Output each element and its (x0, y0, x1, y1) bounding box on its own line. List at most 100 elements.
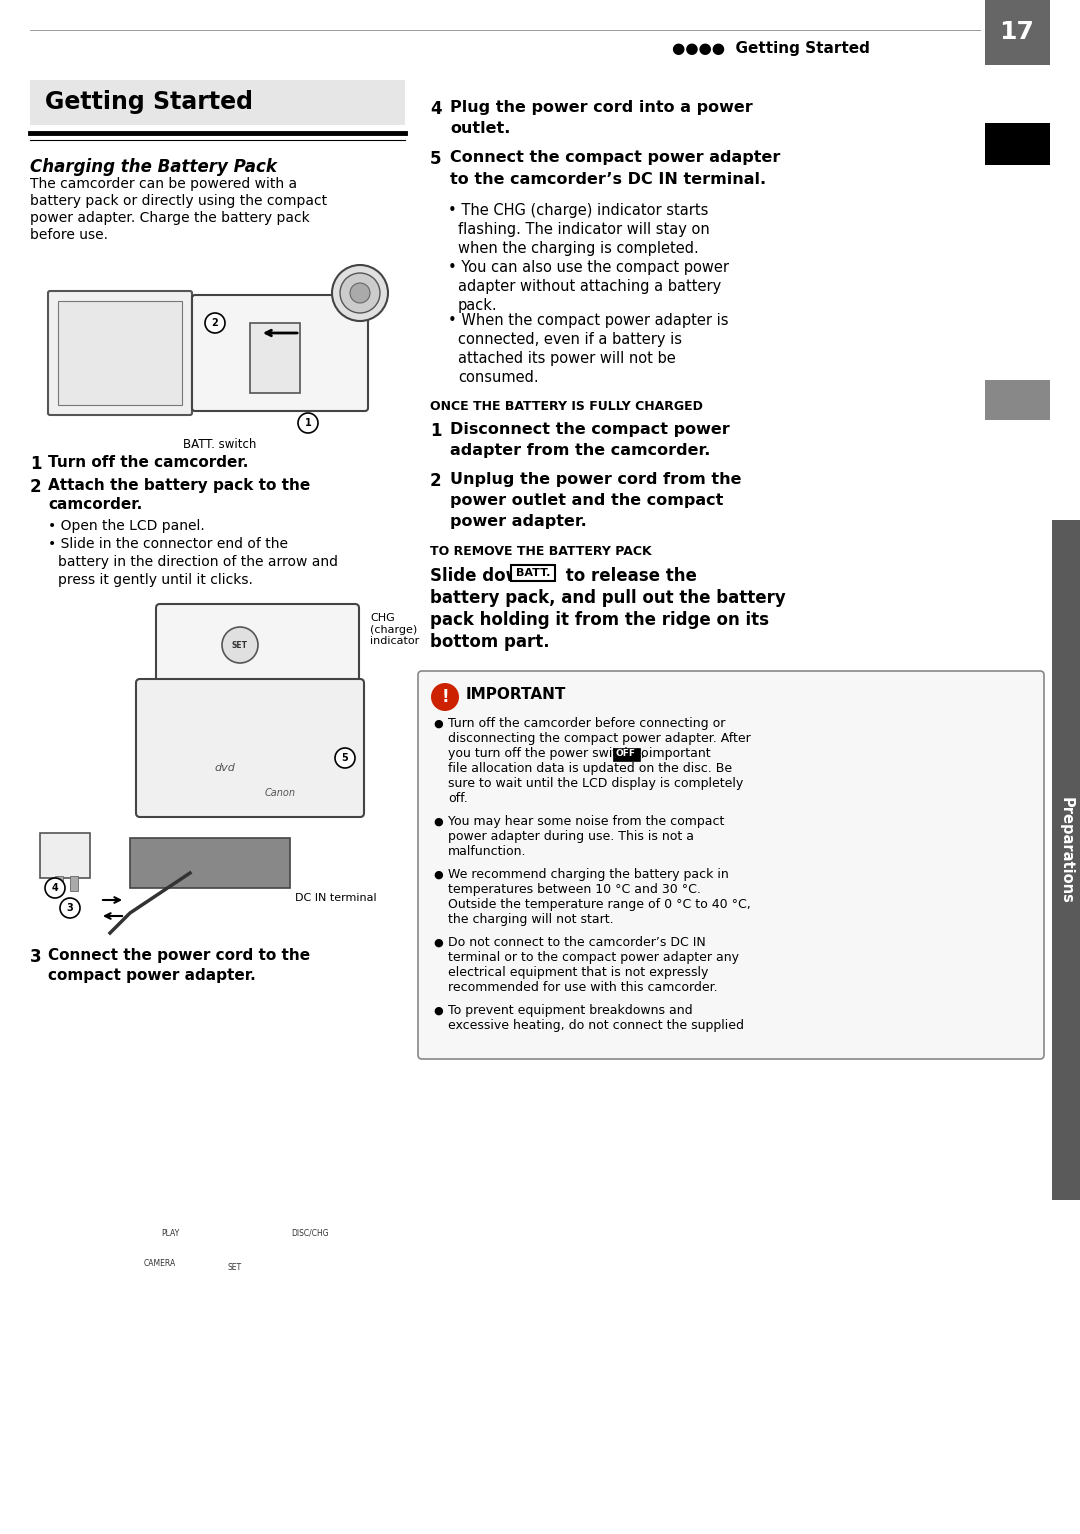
FancyBboxPatch shape (511, 565, 555, 581)
Text: • The CHG (charge) indicator starts: • The CHG (charge) indicator starts (448, 202, 708, 218)
Text: attached its power will not be: attached its power will not be (458, 351, 676, 367)
Text: BATT.: BATT. (516, 568, 550, 578)
Text: file allocation data is updated on the disc. Be: file allocation data is updated on the d… (448, 762, 732, 775)
Text: recommended for use with this camcorder.: recommended for use with this camcorder. (448, 982, 717, 994)
Text: 4: 4 (52, 884, 58, 893)
Text: flashing. The indicator will stay on: flashing. The indicator will stay on (458, 222, 710, 236)
Text: !: ! (442, 689, 449, 706)
Text: You may hear some noise from the compact: You may hear some noise from the compact (448, 815, 725, 828)
Bar (30, 80, 405, 124)
Text: disconnecting the compact power adapter. After: disconnecting the compact power adapter.… (448, 732, 751, 746)
Text: 1: 1 (305, 417, 311, 428)
Text: , important: , important (642, 747, 711, 759)
Text: 5: 5 (341, 753, 349, 762)
FancyBboxPatch shape (48, 291, 192, 416)
Text: Do not connect to the camcorder’s DC IN: Do not connect to the camcorder’s DC IN (448, 936, 705, 950)
Text: The camcorder can be powered with a: The camcorder can be powered with a (30, 176, 297, 192)
Text: • You can also use the compact power: • You can also use the compact power (448, 259, 729, 275)
Text: Outside the temperature range of 0 °C to 40 °C,: Outside the temperature range of 0 °C to… (448, 897, 751, 911)
Text: 2: 2 (430, 472, 442, 489)
Circle shape (335, 749, 355, 769)
Text: Canon: Canon (265, 788, 296, 798)
Text: • Open the LCD panel.: • Open the LCD panel. (48, 518, 205, 532)
Text: adapter from the camcorder.: adapter from the camcorder. (450, 443, 711, 459)
Text: temperatures between 10 °C and 30 °C.: temperatures between 10 °C and 30 °C. (448, 884, 701, 896)
Text: 5: 5 (430, 150, 442, 169)
Text: SET: SET (232, 641, 248, 649)
Text: To prevent equipment breakdowns and: To prevent equipment breakdowns and (448, 1003, 692, 1017)
Text: when the charging is completed.: when the charging is completed. (458, 241, 699, 256)
Text: you turn off the power switch to: you turn off the power switch to (448, 747, 652, 759)
Text: malfunction.: malfunction. (448, 845, 527, 858)
Text: 4: 4 (430, 100, 442, 118)
Text: CAMERA: CAMERA (144, 1258, 176, 1267)
Text: to the camcorder’s DC IN terminal.: to the camcorder’s DC IN terminal. (450, 172, 766, 187)
Text: Charging the Battery Pack: Charging the Battery Pack (30, 158, 276, 176)
Text: Connect the power cord to the: Connect the power cord to the (48, 948, 310, 963)
Text: battery pack or directly using the compact: battery pack or directly using the compa… (30, 193, 327, 209)
Text: OFF: OFF (616, 750, 636, 758)
FancyBboxPatch shape (418, 670, 1044, 1058)
Bar (1052, 520, 1080, 1200)
Text: Turn off the camcorder.: Turn off the camcorder. (48, 456, 248, 469)
Text: IMPORTANT: IMPORTANT (465, 687, 566, 703)
FancyBboxPatch shape (192, 295, 368, 411)
Bar (58, 301, 183, 405)
Text: electrical equipment that is not expressly: electrical equipment that is not express… (448, 966, 708, 979)
Text: off.: off. (448, 792, 468, 805)
Text: PLAY: PLAY (161, 1229, 179, 1238)
Text: power adapter. Charge the battery pack: power adapter. Charge the battery pack (30, 212, 310, 225)
Text: Connect the compact power adapter: Connect the compact power adapter (450, 150, 781, 166)
Circle shape (205, 313, 225, 333)
Text: Attach the battery pack to the: Attach the battery pack to the (48, 479, 310, 492)
Text: We recommend charging the battery pack in: We recommend charging the battery pack i… (448, 868, 729, 881)
Text: dvd: dvd (215, 762, 235, 773)
Text: DC IN terminal: DC IN terminal (295, 893, 377, 904)
Text: adapter without attaching a battery: adapter without attaching a battery (458, 279, 721, 295)
Text: Unplug the power cord from the: Unplug the power cord from the (450, 472, 742, 486)
Text: 3: 3 (30, 948, 42, 966)
Text: power outlet and the compact: power outlet and the compact (450, 492, 724, 508)
Text: SET: SET (228, 1264, 242, 1273)
FancyBboxPatch shape (136, 680, 364, 818)
Bar (249, 324, 300, 393)
Text: Turn off the camcorder before connecting or: Turn off the camcorder before connecting… (448, 716, 726, 730)
Text: to release the: to release the (561, 568, 697, 584)
Text: Slide down: Slide down (430, 568, 532, 584)
Bar (985, 0, 1050, 64)
Text: connected, even if a battery is: connected, even if a battery is (458, 331, 681, 347)
Text: 2: 2 (212, 318, 218, 328)
Circle shape (298, 413, 318, 433)
Text: 1: 1 (30, 456, 41, 472)
Text: ●: ● (433, 937, 443, 948)
Circle shape (60, 897, 80, 917)
Text: Plug the power cord into a power: Plug the power cord into a power (450, 100, 753, 115)
Text: 3: 3 (67, 904, 73, 913)
Text: 1: 1 (430, 422, 442, 440)
Text: DISC/CHG: DISC/CHG (292, 1229, 328, 1238)
Bar (55, 876, 63, 891)
Bar (985, 123, 1050, 166)
Text: ●: ● (433, 870, 443, 881)
Text: BATT. switch: BATT. switch (184, 439, 257, 451)
Bar (985, 380, 1050, 420)
Text: power adapter.: power adapter. (450, 514, 586, 529)
Text: ●●●●  Getting Started: ●●●● Getting Started (672, 40, 870, 55)
Bar (130, 838, 291, 888)
FancyBboxPatch shape (156, 604, 359, 727)
Text: the charging will not start.: the charging will not start. (448, 913, 613, 927)
Circle shape (350, 282, 370, 304)
Text: press it gently until it clicks.: press it gently until it clicks. (58, 574, 253, 588)
Circle shape (431, 683, 459, 710)
Circle shape (340, 273, 380, 313)
Circle shape (45, 877, 65, 897)
FancyBboxPatch shape (612, 747, 639, 761)
Bar (40, 833, 90, 877)
Text: 17: 17 (1000, 20, 1035, 44)
Circle shape (222, 627, 258, 663)
Bar (70, 876, 78, 891)
Text: • When the compact power adapter is: • When the compact power adapter is (448, 313, 729, 328)
Text: ●: ● (433, 818, 443, 827)
Text: ●: ● (433, 1006, 443, 1016)
Text: consumed.: consumed. (458, 370, 539, 385)
